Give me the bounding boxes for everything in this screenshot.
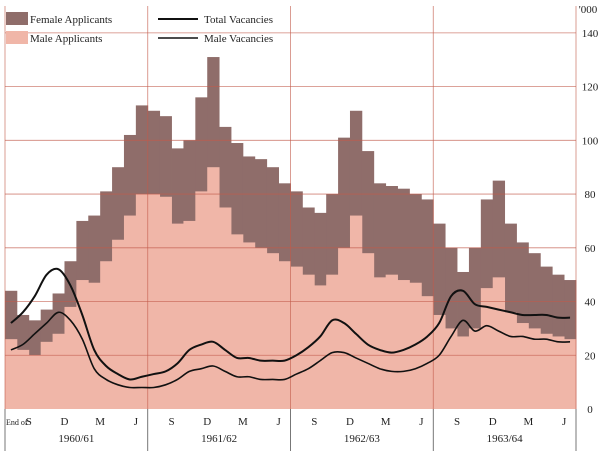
y-unit-label: '000 xyxy=(579,4,598,16)
x-tick-label: M xyxy=(381,416,391,428)
x-tick-label: S xyxy=(454,416,460,428)
male-applicants-bar xyxy=(552,336,565,409)
x-tick-label: D xyxy=(203,416,211,428)
male-applicants-bar xyxy=(326,274,339,409)
male-applicants-bar xyxy=(112,239,125,409)
male-applicants-bar xyxy=(314,285,327,409)
male-applicants-bar xyxy=(123,215,137,409)
male-applicants-bar xyxy=(266,253,280,409)
x-tick-label: S xyxy=(26,416,32,428)
x-tick-label: M xyxy=(524,416,534,428)
x-tick-label: D xyxy=(61,416,69,428)
total-vacancies-line xyxy=(10,267,571,381)
male-applicants-bar xyxy=(492,277,506,409)
male-applicants-bar xyxy=(338,247,351,409)
male-applicants-bar xyxy=(28,355,42,409)
legend-label-male: Male Applicants xyxy=(30,33,102,45)
period-label: 1963/64 xyxy=(487,433,524,445)
male-applicants-bar xyxy=(40,341,53,409)
legend-swatch-male xyxy=(6,31,28,44)
y-tick-label: 80 xyxy=(585,189,597,201)
x-tick-label: M xyxy=(95,416,105,428)
y-tick-label: 60 xyxy=(585,243,597,255)
male-applicants-bar xyxy=(349,215,363,409)
male-applicants-bar xyxy=(373,277,387,409)
male-applicants-bar xyxy=(195,191,208,409)
male-applicants-bar xyxy=(445,328,458,409)
x-start-label: End of xyxy=(6,418,28,427)
period-label: 1962/63 xyxy=(344,433,381,445)
male-applicants-bar xyxy=(171,223,184,409)
male-applicants-bar xyxy=(64,306,77,409)
male-applicants-bar xyxy=(433,314,446,409)
legend-label-total-vacancies: Total Vacancies xyxy=(204,14,273,26)
legend-swatch-female xyxy=(6,12,28,25)
legend-label-male-vacancies: Male Vacancies xyxy=(204,33,273,45)
male-applicants-bar xyxy=(219,207,232,409)
x-tick-label: M xyxy=(238,416,248,428)
male-applicants-bar xyxy=(100,261,113,409)
legend-label-female: Female Applicants xyxy=(30,14,112,26)
male-applicants-bar xyxy=(5,339,18,409)
x-tick-label: D xyxy=(346,416,354,428)
x-tick-label: D xyxy=(489,416,497,428)
male-applicants-bar xyxy=(504,312,517,409)
male-applicants-bar xyxy=(76,280,89,409)
male-applicants-bar xyxy=(421,296,434,409)
male-applicants-bar xyxy=(231,234,244,409)
area-layer xyxy=(5,57,577,410)
male-applicants-bar xyxy=(88,282,101,409)
male-applicants-bar xyxy=(361,253,375,409)
y-tick-label: 40 xyxy=(585,297,597,309)
male-applicants-bar xyxy=(528,328,541,409)
grid-layer xyxy=(4,6,577,409)
male-applicants-bar xyxy=(302,274,315,409)
male-applicants-bar xyxy=(385,274,398,409)
period-label: 1960/61 xyxy=(58,433,94,445)
y-tick-label: 20 xyxy=(585,350,597,362)
male-applicants-bar xyxy=(468,328,482,409)
male-applicants-bar xyxy=(16,349,30,409)
male-applicants-bar xyxy=(254,247,268,409)
vacancy-lines-layer xyxy=(10,267,571,389)
male-applicants-bar xyxy=(480,288,494,409)
x-tick-label: J xyxy=(134,416,139,428)
male-applicants-bar xyxy=(290,266,303,409)
male-applicants-bar xyxy=(278,261,291,409)
x-tick-label: S xyxy=(311,416,317,428)
male-applicants-bar xyxy=(397,280,410,409)
x-tick-label: J xyxy=(276,416,281,428)
male-applicants-bar xyxy=(409,282,422,409)
x-tick-label: J xyxy=(562,416,567,428)
male-applicants-bar xyxy=(242,242,256,409)
legend: Female Applicants Male Applicants Total Va… xyxy=(6,12,273,45)
male-vacancies-line xyxy=(10,311,571,389)
male-applicants-bar xyxy=(564,339,577,409)
male-applicants-bar xyxy=(183,220,196,409)
x-tick-label: J xyxy=(419,416,424,428)
male-applicants-bar xyxy=(52,333,65,409)
y-tick-label: 100 xyxy=(582,135,599,147)
y-tick-label: 140 xyxy=(582,28,599,40)
male-applicants-bar xyxy=(159,196,172,409)
male-applicants-bar xyxy=(516,323,529,409)
y-tick-label: 120 xyxy=(582,82,599,94)
male-applicants-bar xyxy=(207,167,220,409)
male-applicants-bar xyxy=(540,333,553,409)
x-tick-label: S xyxy=(168,416,174,428)
period-label: 1961/62 xyxy=(201,433,237,445)
male-applicants-bar xyxy=(457,336,470,409)
y-tick-label: 0 xyxy=(587,404,593,416)
